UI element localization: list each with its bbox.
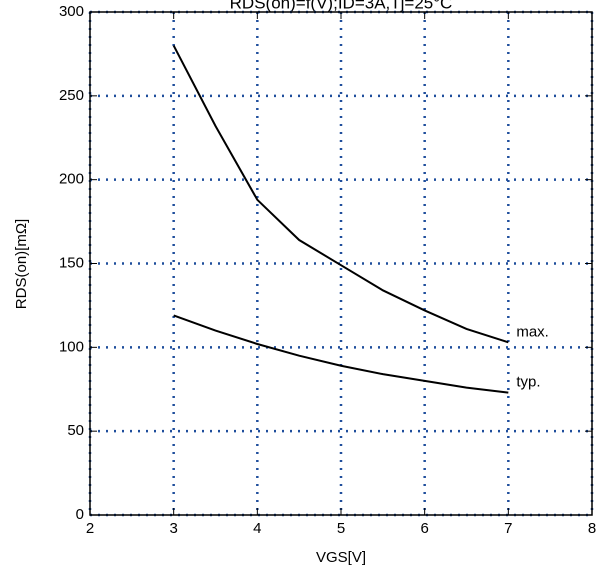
plot-frame (89, 11, 593, 516)
series-label: typ. (516, 374, 540, 391)
series-label: max. (516, 323, 549, 340)
series-line (173, 314, 509, 394)
y-axis-label: RDS(on)[mΩ] (13, 219, 30, 309)
y-tick-label: 300 (59, 3, 84, 20)
x-axis-label: VGS[V] (316, 549, 366, 566)
x-tick-label: 2 (86, 520, 94, 537)
y-tick-label: 50 (67, 422, 84, 439)
y-tick-label: 100 (59, 338, 84, 355)
x-tick-label: 4 (253, 520, 261, 537)
y-tick-label: 0 (76, 506, 84, 523)
y-tick-label: 200 (59, 171, 84, 188)
y-tick-label: 250 (59, 87, 84, 104)
x-tick-label: 6 (420, 520, 428, 537)
x-tick-label: 8 (588, 520, 596, 537)
y-tick-label: 150 (59, 254, 84, 271)
series-line (172, 45, 509, 344)
chart-title: RDS(on)=f(V);ID=3A,Tj=25°C (230, 0, 453, 12)
x-tick-label: 5 (337, 520, 345, 537)
x-tick-label: 3 (169, 520, 177, 537)
x-tick-label: 7 (504, 520, 512, 537)
